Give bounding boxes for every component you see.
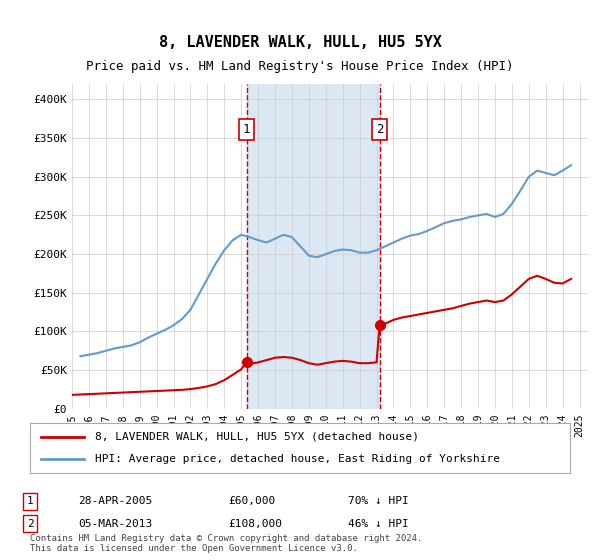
Text: 70% ↓ HPI: 70% ↓ HPI [348, 496, 409, 506]
Text: £60,000: £60,000 [228, 496, 275, 506]
Text: £108,000: £108,000 [228, 519, 282, 529]
Bar [247, 84, 380, 409]
Text: 28-APR-2005: 28-APR-2005 [78, 496, 152, 506]
Text: 05-MAR-2013: 05-MAR-2013 [78, 519, 152, 529]
Text: 46% ↓ HPI: 46% ↓ HPI [348, 519, 409, 529]
Text: 1: 1 [26, 496, 34, 506]
Text: Price paid vs. HM Land Registry's House Price Index (HPI): Price paid vs. HM Land Registry's House … [86, 60, 514, 73]
Text: HPI: Average price, detached house, East Riding of Yorkshire: HPI: Average price, detached house, East… [95, 454, 500, 464]
Text: 2: 2 [26, 519, 34, 529]
Text: 8, LAVENDER WALK, HULL, HU5 5YX (detached house): 8, LAVENDER WALK, HULL, HU5 5YX (detache… [95, 432, 419, 442]
Text: 1: 1 [243, 123, 250, 136]
Text: Contains HM Land Registry data © Crown copyright and database right 2024.
This d: Contains HM Land Registry data © Crown c… [30, 534, 422, 553]
Text: 2: 2 [376, 123, 383, 136]
Text: 8, LAVENDER WALK, HULL, HU5 5YX: 8, LAVENDER WALK, HULL, HU5 5YX [158, 35, 442, 50]
